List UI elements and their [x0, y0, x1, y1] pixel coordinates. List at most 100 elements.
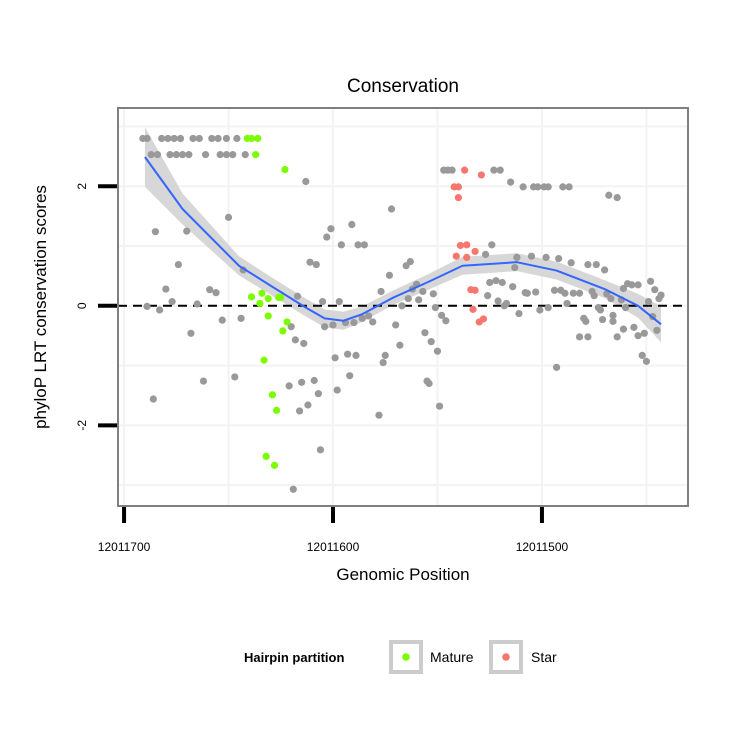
- data-point-mature: [283, 318, 291, 326]
- data-point-other: [316, 446, 325, 454]
- data-point-other: [640, 329, 648, 337]
- data-point-other: [358, 314, 366, 322]
- data-point-other: [550, 286, 559, 294]
- data-point-other: [442, 317, 450, 325]
- data-point-other: [172, 151, 180, 159]
- data-point-other: [502, 299, 511, 308]
- data-point-other: [523, 289, 531, 297]
- data-point-other: [559, 183, 567, 191]
- data-point-other: [323, 233, 331, 241]
- data-point-other: [542, 253, 550, 261]
- data-point-other: [193, 300, 201, 308]
- data-point-other: [174, 260, 182, 269]
- data-point-other: [584, 333, 592, 341]
- data-point-other: [575, 333, 584, 341]
- data-point-other: [310, 376, 318, 385]
- data-point-other: [208, 134, 216, 143]
- data-point-other: [222, 151, 231, 159]
- data-point-other: [642, 357, 651, 365]
- data-point-mature: [256, 299, 264, 308]
- data-point-other: [484, 292, 492, 300]
- data-point-other: [178, 151, 187, 159]
- data-point-other: [396, 341, 404, 349]
- data-point-other: [337, 241, 345, 249]
- data-point-other: [214, 134, 222, 143]
- data-point-other: [143, 134, 151, 143]
- data-point-other: [302, 177, 310, 186]
- data-point-star: [456, 241, 465, 250]
- data-point-other: [609, 311, 617, 319]
- data-point-other: [369, 318, 377, 326]
- data-point-mature: [262, 452, 270, 460]
- data-point-other: [231, 373, 239, 381]
- legend-mature-dot: [402, 653, 410, 661]
- data-point-other: [490, 166, 498, 174]
- data-point-other: [634, 332, 642, 340]
- data-point-other: [404, 295, 412, 303]
- data-point-other: [318, 298, 327, 306]
- y-axis-title: phyloP LRT conservation scores: [31, 185, 50, 429]
- data-point-other: [613, 194, 621, 202]
- data-point-other: [229, 151, 237, 159]
- data-point-other: [544, 183, 552, 191]
- data-point-other: [216, 151, 224, 159]
- data-point-other: [419, 287, 427, 296]
- data-point-other: [291, 336, 299, 344]
- data-point-other: [300, 339, 308, 348]
- data-point-other: [532, 288, 540, 296]
- smooth-line-layer: [144, 156, 662, 326]
- data-point-other: [189, 134, 197, 143]
- data-point-other: [630, 323, 638, 331]
- y-tick-label: 2: [75, 183, 89, 190]
- data-point-other: [379, 358, 387, 367]
- data-point-mature: [281, 165, 289, 174]
- data-point-other: [166, 151, 174, 159]
- data-point-other: [481, 250, 490, 259]
- data-point-other: [582, 317, 590, 325]
- data-point-other: [364, 312, 373, 320]
- data-point-star: [461, 166, 469, 174]
- data-point-other: [346, 372, 354, 380]
- data-point-other: [598, 315, 607, 324]
- data-point-other: [312, 260, 320, 269]
- smooth-line: [144, 156, 662, 326]
- data-point-other: [224, 213, 233, 221]
- x-tick-label: 12011700: [98, 540, 151, 554]
- data-point-other: [350, 318, 358, 327]
- data-point-other: [237, 314, 245, 322]
- data-point-mature: [254, 134, 262, 143]
- data-point-other: [147, 151, 155, 159]
- data-point-mature: [270, 461, 279, 469]
- data-point-star: [463, 253, 471, 261]
- data-point-other: [536, 306, 544, 314]
- data-point-other: [544, 303, 552, 312]
- data-point-other: [385, 271, 394, 279]
- data-point-other: [513, 253, 521, 261]
- data-point-other: [486, 278, 494, 287]
- data-point-other: [164, 134, 172, 143]
- data-point-other: [657, 291, 665, 299]
- data-point-other: [143, 302, 151, 311]
- legend-title: Hairpin partition: [244, 650, 344, 665]
- data-point-other: [352, 351, 360, 360]
- data-point-other: [331, 354, 339, 362]
- data-point-mature: [272, 406, 281, 414]
- data-point-other: [329, 321, 337, 329]
- data-point-other: [218, 316, 226, 324]
- data-point-other: [596, 306, 605, 314]
- data-point-other: [398, 302, 406, 310]
- data-point-other: [381, 351, 389, 360]
- data-point-other: [509, 283, 517, 291]
- data-point-other: [212, 289, 220, 297]
- data-point-other: [555, 254, 563, 263]
- data-point-other: [185, 151, 193, 159]
- data-point-mature: [277, 293, 285, 302]
- data-point-other: [621, 303, 630, 312]
- data-point-other: [609, 317, 617, 325]
- data-point-other: [619, 284, 628, 293]
- legend: Hairpin partition Mature Star: [244, 640, 557, 674]
- data-point-other: [321, 323, 329, 331]
- data-point-star: [463, 241, 471, 249]
- data-point-other: [519, 183, 527, 191]
